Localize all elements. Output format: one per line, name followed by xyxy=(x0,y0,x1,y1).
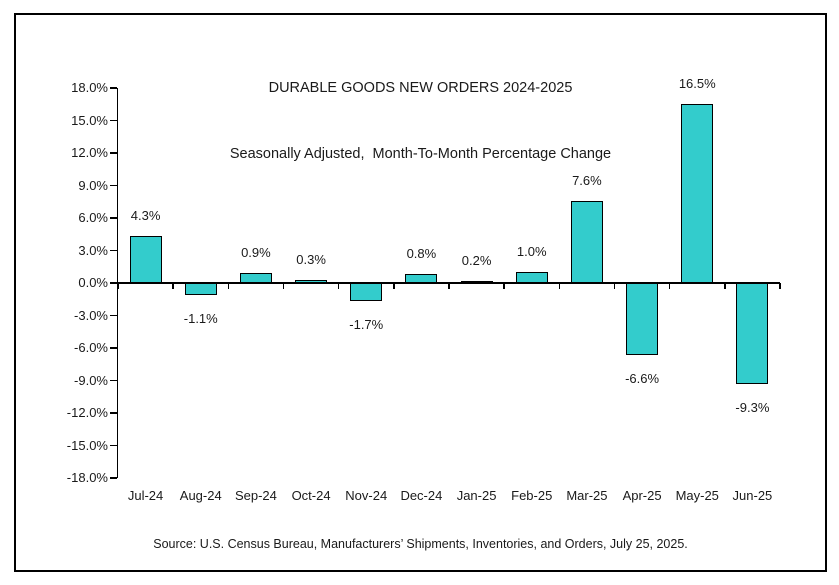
bar-value-label: -9.3% xyxy=(735,399,770,415)
bar-value-label: -1.1% xyxy=(183,310,218,326)
y-tick-label: 9.0% xyxy=(78,177,108,193)
x-category-label: Sep-24 xyxy=(234,488,277,503)
y-tick xyxy=(109,412,117,414)
source-note: Source: U.S. Census Bureau, Manufacturer… xyxy=(153,537,688,551)
x-category-label: Nov-24 xyxy=(345,488,388,503)
y-tick-label: -3.0% xyxy=(74,307,108,323)
bar-value-label: 4.3% xyxy=(130,208,161,224)
bar-value-label: 0.2% xyxy=(461,252,492,268)
bar-value-label: 0.3% xyxy=(296,251,326,267)
y-tick-label: -15.0% xyxy=(66,437,108,453)
y-tick-label: 18.0% xyxy=(71,80,108,95)
bar xyxy=(460,280,493,283)
y-tick xyxy=(109,119,117,122)
x-tick xyxy=(724,283,726,289)
x-category-label: Oct-24 xyxy=(291,488,331,503)
y-tick-label: -12.0% xyxy=(66,405,108,420)
chart-title: DURABLE GOODS NEW ORDERS 2024-2025 xyxy=(268,80,573,96)
y-tick xyxy=(109,477,117,479)
x-category-label: Feb-25 xyxy=(511,488,553,503)
bar xyxy=(570,200,603,283)
y-tick-label: 12.0% xyxy=(71,145,108,160)
x-category-label: Jun-25 xyxy=(732,488,773,503)
bar xyxy=(736,283,769,384)
bar xyxy=(350,283,383,302)
x-tick xyxy=(393,283,395,289)
bar xyxy=(515,272,548,283)
y-tick xyxy=(109,217,117,219)
bar-value-label: -6.6% xyxy=(625,370,660,386)
chart-title-block: DURABLE GOODS NEW ORDERS 2024-2025 Seaso… xyxy=(14,33,827,209)
y-tick-label: -6.0% xyxy=(74,340,108,355)
bar xyxy=(295,279,328,283)
y-tick xyxy=(109,184,117,187)
y-tick-label: 15.0% xyxy=(71,112,108,128)
y-tick xyxy=(109,282,117,284)
x-category-label: Jul-24 xyxy=(127,488,164,503)
y-tick-label: -9.0% xyxy=(74,372,108,388)
x-tick xyxy=(448,283,450,289)
x-tick xyxy=(172,283,174,289)
x-tick xyxy=(282,283,285,289)
bar xyxy=(184,283,217,295)
bar xyxy=(129,236,162,283)
bar-value-label: 0.8% xyxy=(406,246,437,262)
bar xyxy=(681,104,714,283)
x-tick xyxy=(613,283,616,289)
x-category-label: Mar-25 xyxy=(566,488,608,503)
bar-value-label: 16.5% xyxy=(678,76,716,92)
y-tick-label: 3.0% xyxy=(78,242,108,258)
x-tick xyxy=(117,283,119,289)
y-tick xyxy=(109,379,117,382)
bar-value-label: 1.0% xyxy=(516,244,547,260)
x-category-label: Jan-25 xyxy=(456,488,497,503)
x-tick xyxy=(337,283,340,289)
y-tick-label: 0.0% xyxy=(78,275,108,290)
x-category-label: Dec-24 xyxy=(400,488,443,503)
x-category-label: Apr-25 xyxy=(622,488,662,503)
y-tick xyxy=(109,249,117,252)
y-tick xyxy=(109,87,117,89)
y-tick xyxy=(109,314,117,317)
y-tick xyxy=(109,152,117,154)
bar-value-label: 7.6% xyxy=(572,172,602,188)
bar xyxy=(626,283,659,355)
y-tick xyxy=(109,347,117,349)
x-tick xyxy=(779,283,781,289)
x-category-label: May-25 xyxy=(675,488,719,503)
x-tick xyxy=(503,283,505,289)
x-tick xyxy=(668,283,671,289)
y-tick xyxy=(109,444,117,447)
bar-value-label: -1.7% xyxy=(349,317,384,333)
x-tick xyxy=(227,283,230,289)
chart-subtitle: Seasonally Adjusted, Month-To-Month Perc… xyxy=(229,146,612,162)
x-category-label: Aug-24 xyxy=(179,488,222,503)
bar xyxy=(405,274,438,283)
x-tick xyxy=(558,283,561,289)
y-tick-label: 6.0% xyxy=(78,210,108,225)
bar xyxy=(239,273,272,283)
y-tick-label: -18.0% xyxy=(66,470,108,485)
bar-value-label: 0.9% xyxy=(241,245,271,261)
